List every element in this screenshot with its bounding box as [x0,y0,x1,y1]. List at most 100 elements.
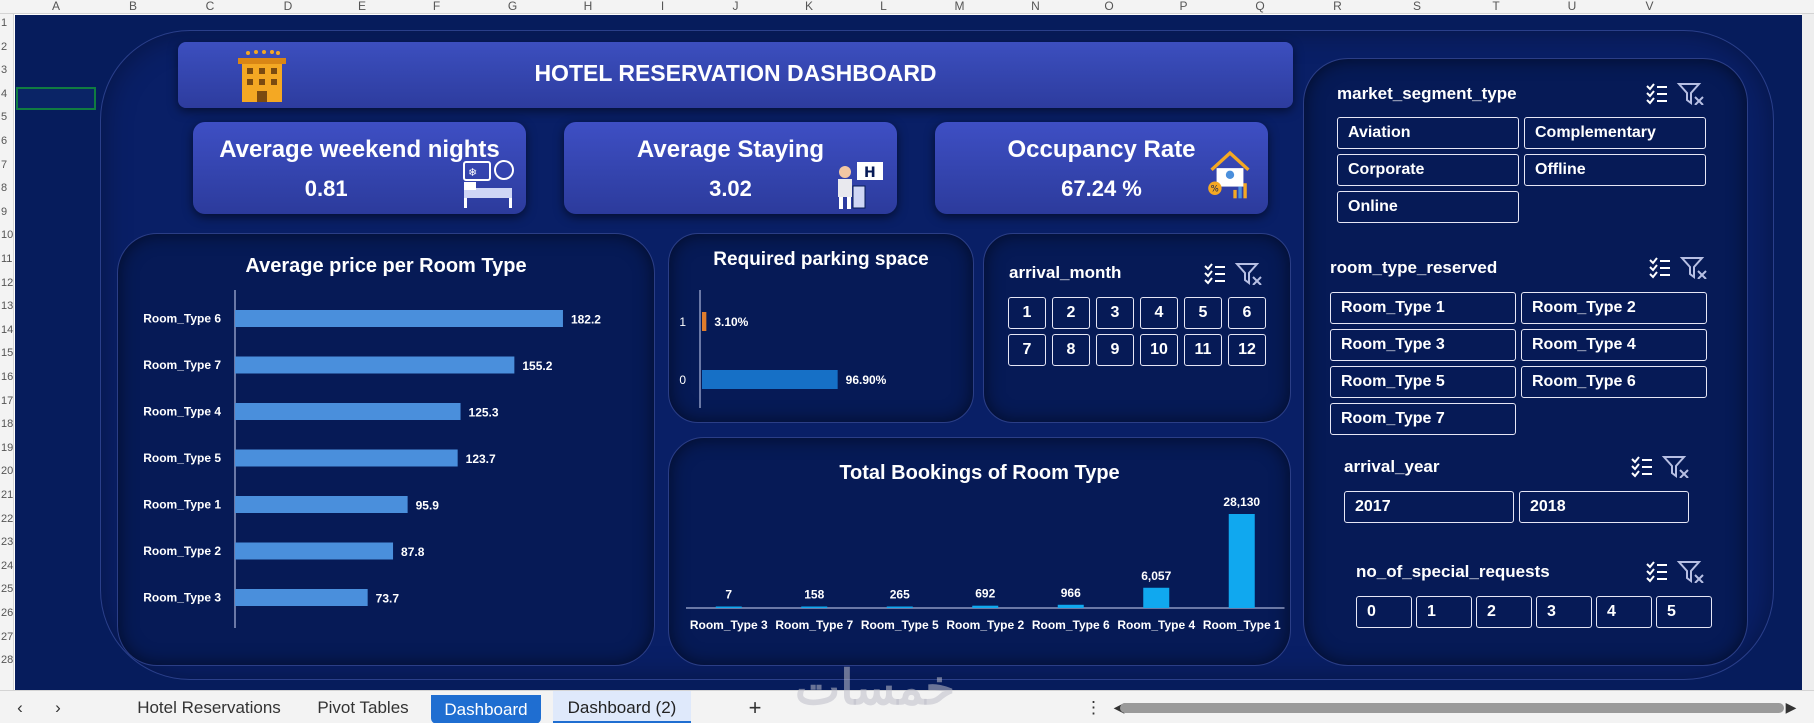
market-button-complementary[interactable]: Complementary [1524,117,1706,149]
scroll-left-icon[interactable]: ◀ [1113,699,1125,715]
row-number[interactable]: 14 [1,323,14,336]
column-letter[interactable]: I [660,0,665,13]
request-button-5[interactable]: 5 [1656,596,1712,628]
row-number[interactable]: 24 [1,559,14,572]
row-number[interactable]: 4 [1,87,8,100]
column-letter[interactable]: C [205,0,215,13]
year-button-2017[interactable]: 2017 [1344,491,1514,523]
row-number[interactable]: 2 [1,40,8,53]
column-letter[interactable]: Q [1255,0,1265,13]
row-number[interactable]: 27 [1,630,14,643]
tab-nav-next[interactable]: › [55,698,61,717]
row-number[interactable]: 1 [1,17,8,29]
column-letter[interactable]: P [1179,0,1188,13]
month-button-4[interactable]: 4 [1140,297,1178,329]
row-number[interactable]: 3 [1,64,8,77]
column-letter[interactable]: M [954,0,965,13]
room-button-room-type-3[interactable]: Room_Type 3 [1330,329,1516,361]
column-letter[interactable]: N [1031,0,1040,13]
column-letter[interactable]: H [583,0,593,13]
multi-select-icon[interactable] [1204,263,1225,285]
multi-select-icon[interactable] [1646,561,1667,583]
column-letter[interactable]: A [51,0,60,13]
request-button-2[interactable]: 2 [1476,596,1532,628]
room-button-room-type-5[interactable]: Room_Type 5 [1330,366,1516,398]
selected-cell[interactable] [16,87,96,110]
column-letter[interactable]: R [1333,0,1342,13]
request-button-1[interactable]: 1 [1416,596,1472,628]
room-button-room-type-7[interactable]: Room_Type 7 [1330,403,1516,435]
year-button-2018[interactable]: 2018 [1519,491,1689,523]
horizontal-scrollbar[interactable] [1120,703,1784,713]
clear-filter-icon[interactable] [1676,83,1704,105]
row-number[interactable]: 26 [1,607,14,619]
month-button-8[interactable]: 8 [1052,334,1090,366]
vertical-scrollbar[interactable] [1802,14,1814,690]
month-button-9[interactable]: 9 [1096,334,1134,366]
clear-filter-icon[interactable] [1676,561,1704,583]
column-letter[interactable]: T [1492,0,1500,13]
row-number[interactable]: 10 [1,229,14,242]
room-button-room-type-6[interactable]: Room_Type 6 [1521,366,1707,398]
more-options-icon[interactable]: ⋮ [1085,698,1102,717]
column-letter[interactable]: B [128,0,137,13]
row-number[interactable]: 13 [1,300,14,313]
clear-filter-icon[interactable] [1661,456,1689,478]
add-sheet-button[interactable]: + [748,695,762,720]
month-button-2[interactable]: 2 [1052,297,1090,329]
column-letter[interactable]: E [357,0,366,13]
row-number[interactable]: 21 [1,489,14,501]
tab-dashboard[interactable]: Dashboard [431,695,541,723]
column-letter[interactable]: J [732,0,739,13]
row-number[interactable]: 16 [1,371,14,383]
month-button-6[interactable]: 6 [1228,297,1266,329]
room-button-room-type-2[interactable]: Room_Type 2 [1521,292,1707,324]
row-number[interactable]: 22 [1,512,14,525]
market-button-online[interactable]: Online [1337,191,1519,223]
month-button-10[interactable]: 10 [1140,334,1178,366]
column-letter[interactable]: O [1104,0,1114,13]
market-button-offline[interactable]: Offline [1524,154,1706,186]
row-number[interactable]: 17 [1,394,14,407]
room-button-room-type-4[interactable]: Room_Type 4 [1521,329,1707,361]
multi-select-icon[interactable] [1649,257,1670,279]
market-button-aviation[interactable]: Aviation [1337,117,1519,149]
scroll-right-icon[interactable]: ▶ [1785,699,1797,715]
month-button-12[interactable]: 12 [1228,334,1266,366]
column-letter[interactable]: S [1412,0,1421,13]
row-number[interactable]: 6 [1,135,8,147]
tab-nav-prev[interactable]: ‹ [17,698,23,717]
month-button-1[interactable]: 1 [1008,297,1046,329]
row-number[interactable]: 15 [1,347,14,360]
column-letter[interactable]: V [1645,0,1654,13]
tab-pivot-tables[interactable]: Pivot Tables [317,698,409,717]
row-number[interactable]: 12 [1,276,14,289]
tab-hotel-reservations[interactable]: Hotel Reservations [137,698,281,717]
clear-filter-icon[interactable] [1679,257,1707,279]
multi-select-icon[interactable] [1631,456,1652,478]
market-button-corporate[interactable]: Corporate [1337,154,1519,186]
column-letter[interactable]: F [432,0,441,13]
request-button-3[interactable]: 3 [1536,596,1592,628]
row-number[interactable]: 7 [1,158,8,171]
tab-dashboard-2[interactable]: Dashboard (2) [553,691,691,723]
month-button-5[interactable]: 5 [1184,297,1222,329]
row-number[interactable]: 28 [1,654,14,667]
column-letter[interactable]: L [880,0,887,13]
row-number[interactable]: 9 [1,205,8,218]
row-number[interactable]: 5 [1,111,8,124]
room-button-room-type-1[interactable]: Room_Type 1 [1330,292,1516,324]
column-letter[interactable]: U [1567,0,1577,13]
request-button-4[interactable]: 4 [1596,596,1652,628]
row-number[interactable]: 25 [1,583,14,596]
row-number[interactable]: 20 [1,465,14,478]
month-button-3[interactable]: 3 [1096,297,1134,329]
row-number[interactable]: 19 [1,441,14,454]
column-letter[interactable]: D [283,0,293,13]
column-letter[interactable]: G [507,0,518,13]
request-button-0[interactable]: 0 [1356,596,1412,628]
column-letter[interactable]: K [804,0,813,13]
clear-filter-icon[interactable] [1234,263,1262,285]
row-number[interactable]: 18 [1,418,14,431]
row-number[interactable]: 23 [1,536,14,549]
